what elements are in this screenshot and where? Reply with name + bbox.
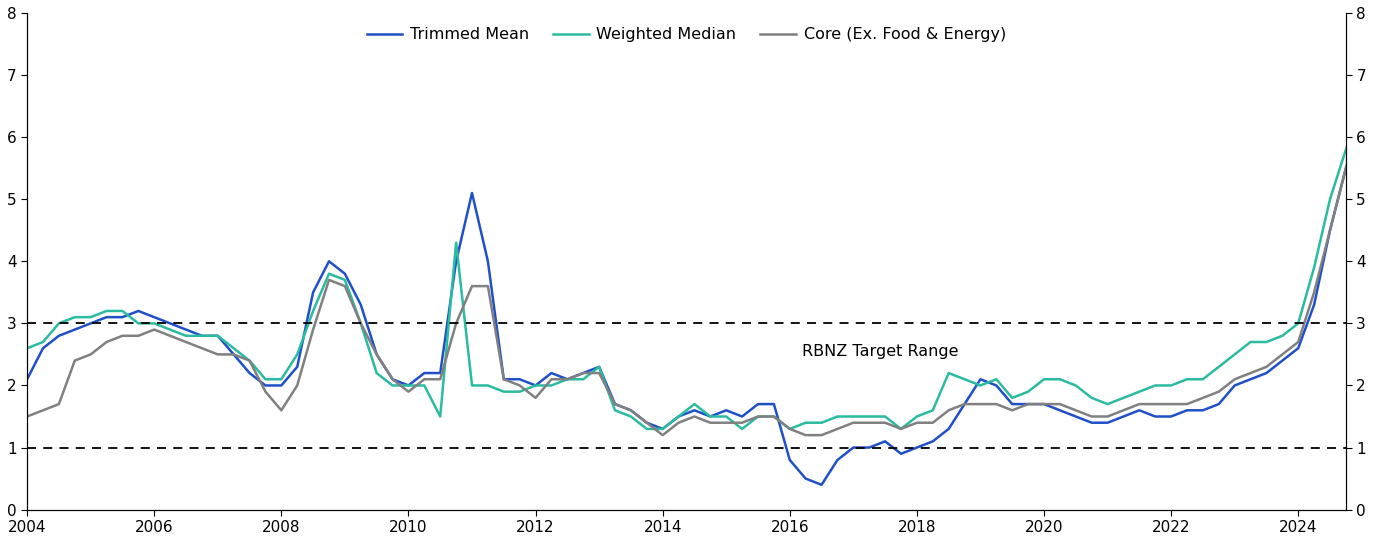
Weighted Median (400, 382, 416, 389)
Legend: Trimmed Mean, Weighted Median, Core (Ex. Food & Energy): Trimmed Mean, Weighted Median, Core (Ex.… (361, 21, 1012, 49)
Text: RBNZ Target Range: RBNZ Target Range (802, 344, 958, 359)
Core (Ex. Food & Energy) (273, 407, 290, 414)
Trimmed Mean (273, 382, 290, 389)
Weighted Median (273, 376, 290, 383)
Core (Ex. Food & Energy) (1146, 401, 1163, 408)
Core (Ex. Food & Energy) (638, 420, 655, 426)
Weighted Median (1146, 382, 1163, 389)
Core (Ex. Food & Energy) (400, 389, 416, 395)
Trimmed Mean (19, 376, 36, 383)
Trimmed Mean (1369, 84, 1373, 91)
Weighted Median (638, 425, 655, 432)
Core (Ex. Food & Energy) (924, 420, 941, 426)
Core (Ex. Food & Energy) (19, 413, 36, 420)
Trimmed Mean (400, 382, 416, 389)
Line: Weighted Median: Weighted Median (27, 100, 1373, 429)
Line: Core (Ex. Food & Energy): Core (Ex. Food & Energy) (27, 94, 1373, 435)
Line: Trimmed Mean: Trimmed Mean (27, 87, 1373, 485)
Trimmed Mean (590, 364, 607, 370)
Weighted Median (590, 364, 607, 370)
Trimmed Mean (924, 438, 941, 444)
Trimmed Mean (1146, 413, 1163, 420)
Core (Ex. Food & Energy) (590, 370, 607, 376)
Core (Ex. Food & Energy) (655, 432, 671, 438)
Core (Ex. Food & Energy) (1369, 91, 1373, 97)
Weighted Median (19, 345, 36, 351)
Trimmed Mean (813, 481, 829, 488)
Trimmed Mean (638, 420, 655, 426)
Weighted Median (655, 425, 671, 432)
Weighted Median (924, 407, 941, 414)
